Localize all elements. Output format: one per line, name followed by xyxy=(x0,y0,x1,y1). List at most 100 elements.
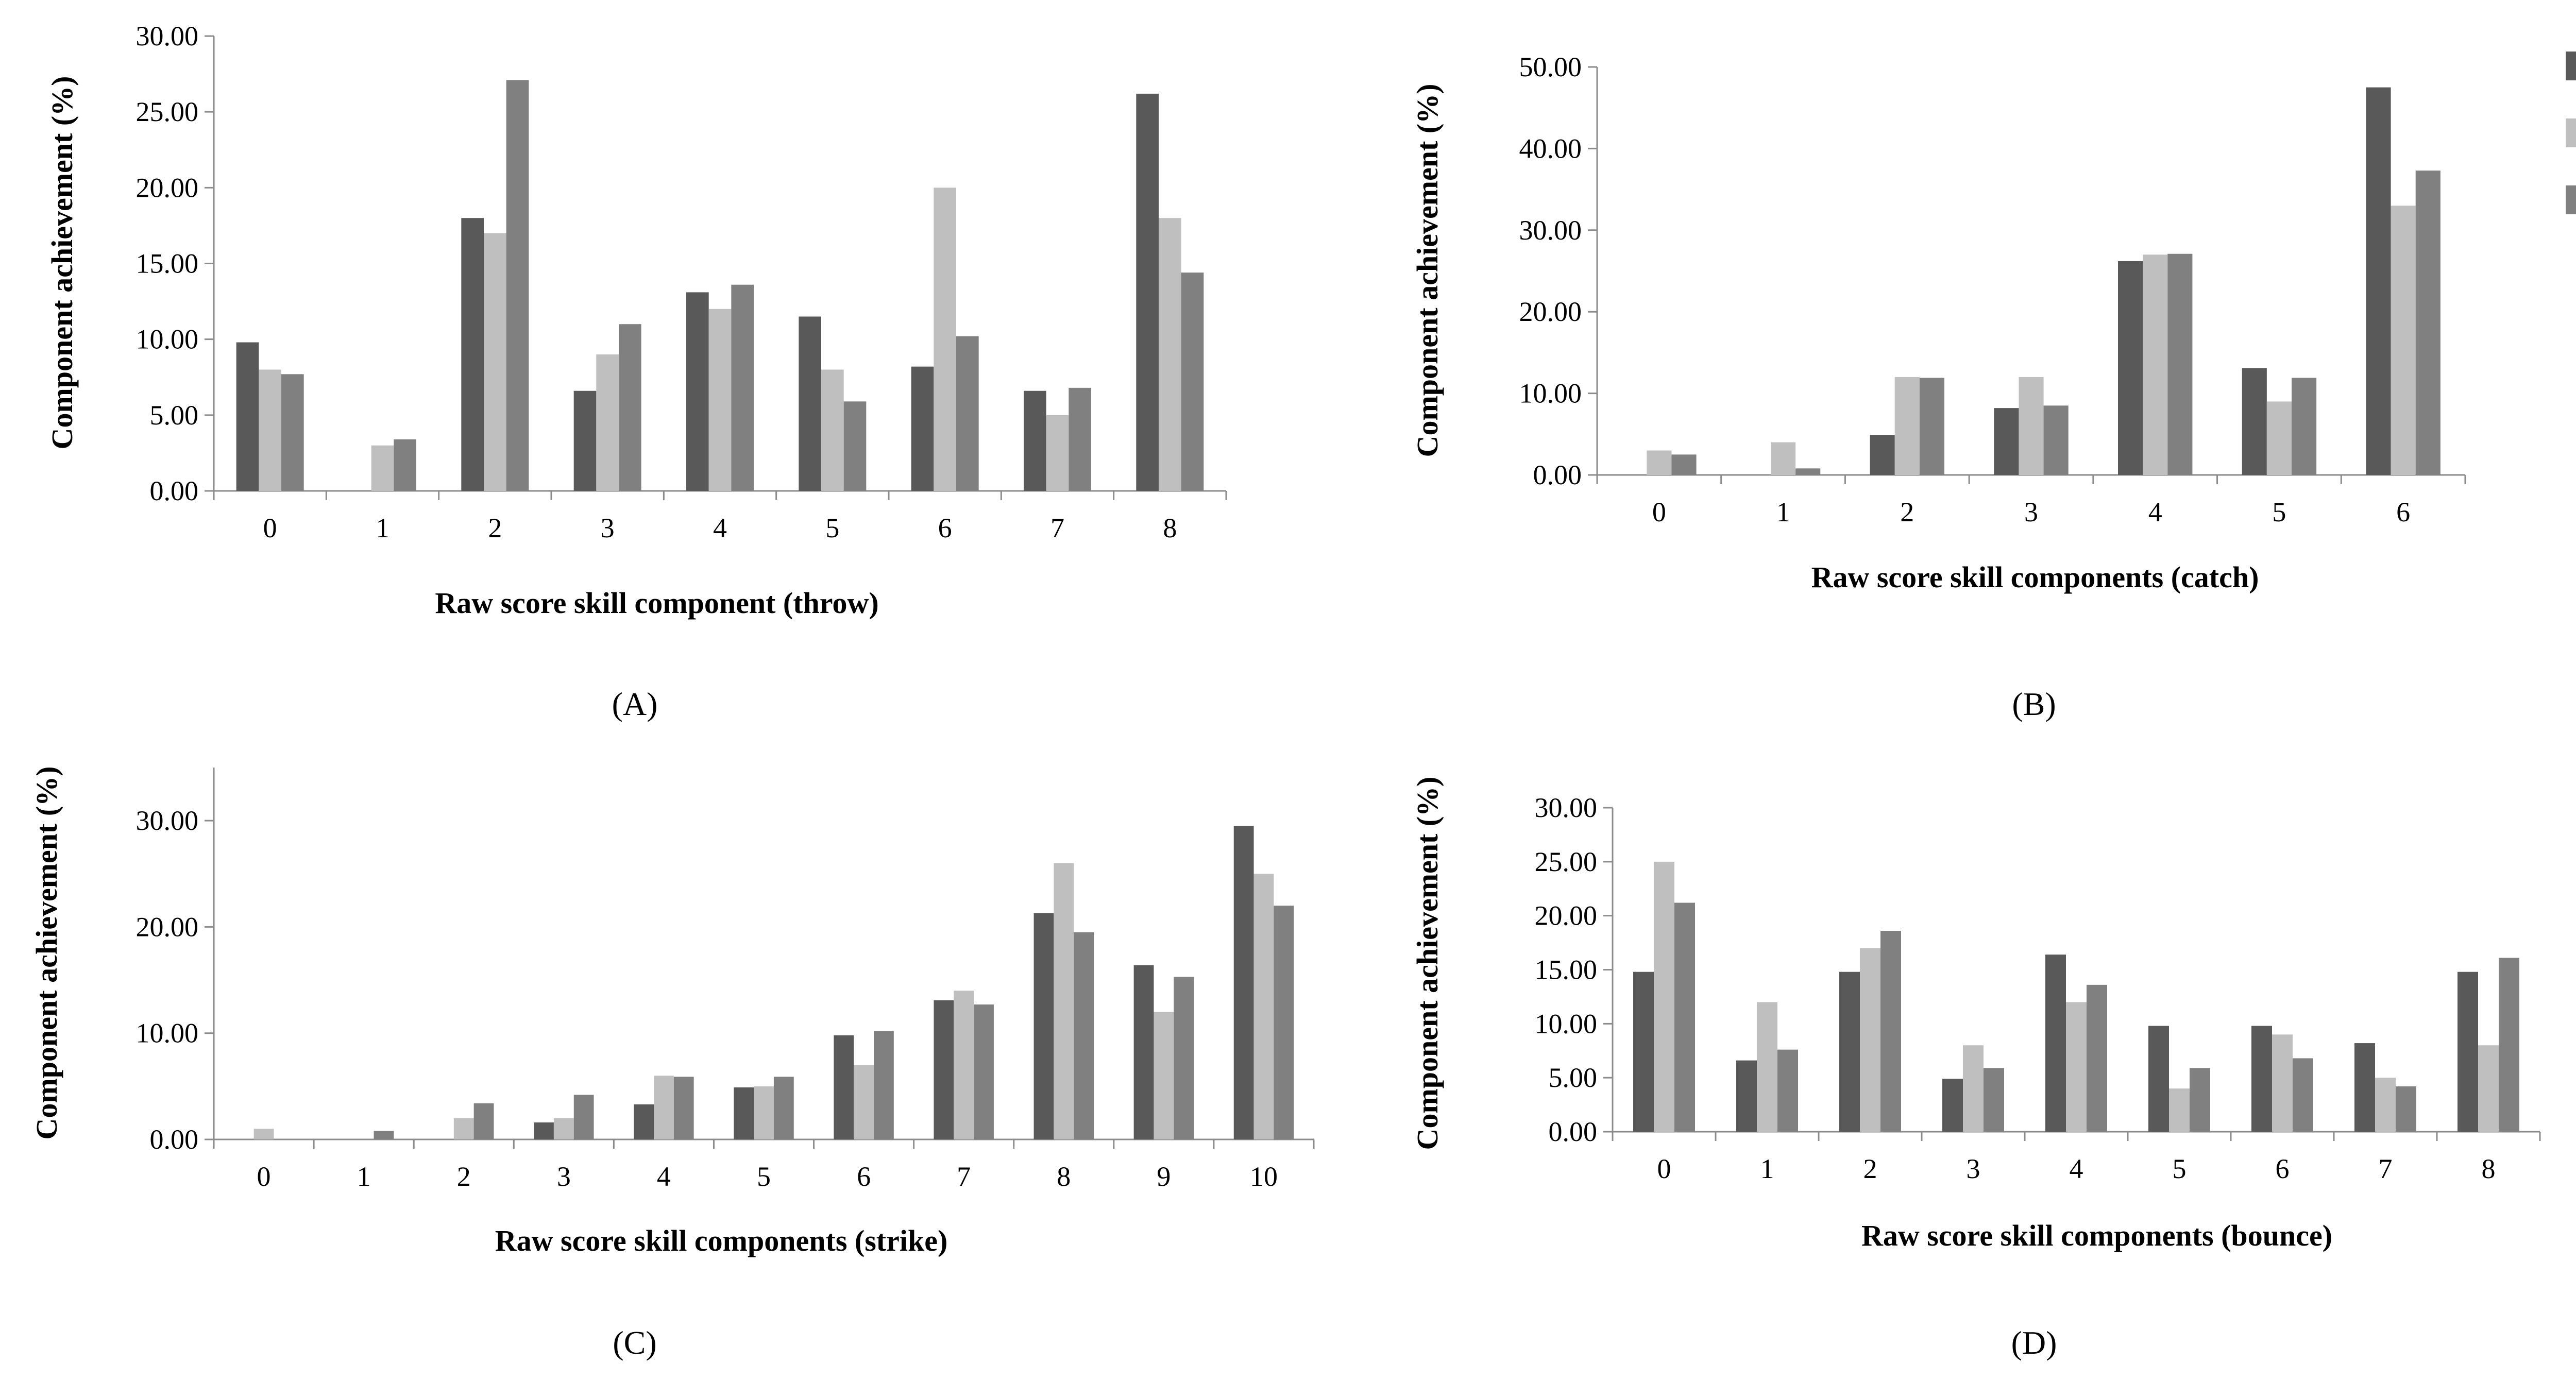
panel-a-x-tick-label: 3 xyxy=(601,513,615,543)
panel-d-bar-asian-4 xyxy=(2087,984,2107,1132)
legend-swatch-asian xyxy=(2566,185,2576,214)
panel-b-bar-asian-2 xyxy=(1919,378,1944,475)
panel-a-bar-white-5 xyxy=(821,369,844,491)
panel-b-y-tick-label: 30.00 xyxy=(1519,215,1582,246)
panel-d-bar-asian-1 xyxy=(1777,1049,1798,1132)
panel-a-x-tick-label: 1 xyxy=(376,513,389,543)
panel-b-bar-asian-6 xyxy=(2415,171,2441,475)
panel-b-bar-asian-5 xyxy=(2292,378,2317,475)
panel-a-bar-asian-2 xyxy=(506,80,529,491)
panel-a-bar-white-1 xyxy=(371,445,394,491)
panel-c-bar-asian-2 xyxy=(473,1103,494,1139)
panel-c-bar-white-2 xyxy=(453,1118,474,1139)
panel-c-bar-asian-10 xyxy=(1274,906,1294,1139)
panel-b-bar-asian-3 xyxy=(2043,405,2069,475)
panel-a-y-tick-label: 30.00 xyxy=(136,21,199,52)
panel-c-y-tick-label: 30.00 xyxy=(136,805,199,836)
panel-a-y-tick-label: 20.00 xyxy=(136,172,199,203)
legend-swatch-white xyxy=(2566,118,2576,147)
panel-d-bar-white-5 xyxy=(2169,1088,2190,1132)
panel-c-x-tick-label: 9 xyxy=(1157,1161,1171,1192)
panel-b-x-axis-title: Raw score skill components (catch) xyxy=(1811,560,2259,594)
panel-d-bar-black-1 xyxy=(1736,1060,1757,1132)
panel-c-bar-black-4 xyxy=(634,1104,654,1139)
panel-d-x-tick-label: 3 xyxy=(1967,1153,1980,1184)
panel-d-bar-black-6 xyxy=(2251,1026,2272,1132)
panel-d-bar-white-6 xyxy=(2272,1034,2293,1132)
panel-b-x-tick-label: 3 xyxy=(2024,497,2038,527)
panel-d-x-tick-label: 4 xyxy=(2070,1153,2083,1184)
panel-a-bar-black-4 xyxy=(686,292,709,491)
panel-a-x-tick-label: 8 xyxy=(1163,513,1177,543)
panel-d-x-tick-label: 6 xyxy=(2276,1153,2290,1184)
panel-a-chart: 0.00 5.00 10.00 15.00 20.00 25.00 30.00 0 1 2 3 4 5 6… xyxy=(45,21,1227,620)
panel-a-bar-black-7 xyxy=(1024,390,1046,491)
panel-c-bar-black-6 xyxy=(834,1035,854,1139)
panel-label-c: (C) xyxy=(613,1324,656,1361)
panel-c-x-tick-label: 4 xyxy=(657,1161,671,1192)
panel-c-chart: 0.00 10.00 20.00 30.00 0 1 2 3 4 5 6 7 8 9 10 Raw score… xyxy=(30,766,1315,1257)
panel-labels: (A) (B) (C) (D) xyxy=(612,686,2057,1361)
panel-b-y-tick-label: 0.00 xyxy=(1533,459,1582,490)
panel-b-bar-white-3 xyxy=(2019,377,2044,475)
panel-b-bar-black-4 xyxy=(2118,261,2143,475)
legend: BlackWhiteAsian xyxy=(2566,52,2576,214)
panel-b-bar-white-0 xyxy=(1647,450,1672,475)
panel-b-bar-asian-0 xyxy=(1671,454,1697,475)
panel-c-y-axis-title: Component achievement (%) xyxy=(30,766,63,1140)
panel-label-d: (D) xyxy=(2011,1324,2057,1361)
panel-d-x-tick-label: 2 xyxy=(1863,1153,1877,1184)
panel-b-chart: 0.00 10.00 20.00 30.00 40.00 50.00 0 1 2 3 4 5 6 Raw … xyxy=(1411,52,2466,594)
panel-c-x-tick-label: 7 xyxy=(957,1161,971,1192)
panel-d-bar-black-2 xyxy=(1839,972,1860,1132)
panel-a-x-tick-label: 0 xyxy=(263,513,277,543)
panel-c-bar-white-5 xyxy=(754,1086,774,1139)
panel-d-y-tick-label: 25.00 xyxy=(1535,846,1598,877)
panel-a-bar-white-6 xyxy=(934,188,956,491)
panel-c-bar-white-4 xyxy=(654,1076,674,1139)
panel-d-x-tick-label: 8 xyxy=(2482,1153,2496,1184)
panel-d-bar-white-3 xyxy=(1963,1045,1984,1132)
panel-label-a: (A) xyxy=(612,686,658,722)
panel-d-bar-white-4 xyxy=(2066,1002,2087,1132)
panel-a-bar-asian-4 xyxy=(731,284,754,491)
panel-b-y-tick-label: 40.00 xyxy=(1519,133,1582,164)
panel-d-y-tick-label: 15.00 xyxy=(1535,955,1598,985)
panel-a-bar-asian-5 xyxy=(843,401,867,491)
panel-a-x-tick-label: 7 xyxy=(1050,513,1064,543)
panel-b-bar-white-1 xyxy=(1771,442,1796,475)
panel-d-bar-black-3 xyxy=(1942,1079,1963,1132)
panel-d-bar-asian-6 xyxy=(2293,1058,2313,1132)
panel-b-x-tick-label: 0 xyxy=(1652,497,1666,527)
panel-a-bar-black-0 xyxy=(236,342,259,491)
panel-b-y-axis-title: Component achievement (%) xyxy=(1411,84,1444,457)
panel-c-y-tick-label: 0.00 xyxy=(150,1124,199,1155)
panel-c-x-tick-label: 3 xyxy=(557,1161,571,1192)
panel-d-x-tick-label: 0 xyxy=(1657,1153,1671,1184)
panel-b-bar-black-2 xyxy=(1870,435,1895,475)
panel-c-bar-asian-3 xyxy=(573,1095,594,1139)
panel-d-bar-asian-3 xyxy=(1984,1068,2004,1132)
panel-d-bar-asian-2 xyxy=(1880,931,1901,1132)
panel-c-bar-black-5 xyxy=(734,1087,754,1139)
panel-b-bar-white-2 xyxy=(1894,377,1920,475)
panel-d-bar-white-1 xyxy=(1757,1002,1777,1132)
panel-d-y-tick-label: 5.00 xyxy=(1549,1062,1598,1093)
panel-a-bar-white-4 xyxy=(708,309,732,491)
panel-d-x-tick-label: 1 xyxy=(1760,1153,1774,1184)
panel-a-y-tick-label: 15.00 xyxy=(136,248,199,279)
panel-c-bar-white-3 xyxy=(553,1118,574,1139)
panel-c-bar-asian-4 xyxy=(673,1077,694,1139)
panel-d-x-axis-title: Raw score skill components (bounce) xyxy=(1861,1219,2332,1252)
panel-d-bar-black-5 xyxy=(2148,1026,2169,1132)
panel-a-y-tick-label: 0.00 xyxy=(150,475,199,506)
panel-c-x-tick-label: 2 xyxy=(457,1161,471,1192)
panel-b-bar-white-4 xyxy=(2143,254,2168,475)
panel-a-bar-white-2 xyxy=(484,233,506,491)
panel-c-bar-white-7 xyxy=(954,991,974,1139)
panel-d-bar-black-0 xyxy=(1633,972,1654,1132)
panel-c-bar-black-3 xyxy=(534,1122,554,1139)
panel-c-bar-asian-8 xyxy=(1074,932,1094,1139)
panel-b-x-tick-label: 1 xyxy=(1776,497,1790,527)
panel-b-y-tick-label: 50.00 xyxy=(1519,52,1582,82)
